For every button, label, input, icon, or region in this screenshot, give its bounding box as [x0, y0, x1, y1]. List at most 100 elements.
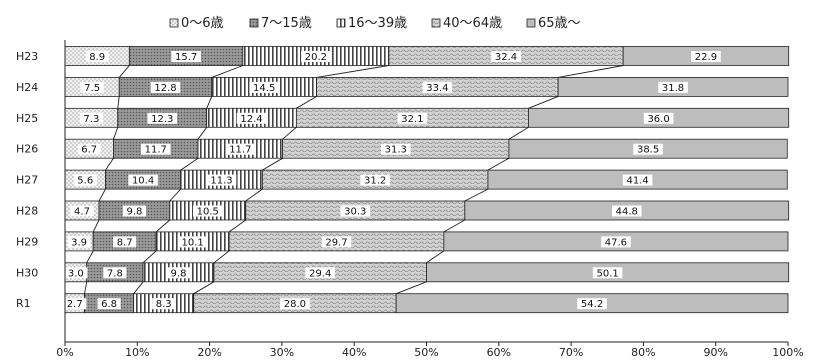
- value-label-bg: [633, 143, 663, 155]
- x-tick-label-3: 30%: [270, 346, 294, 359]
- connector-line: [487, 157, 510, 171]
- value-label-bg: [122, 205, 147, 217]
- connector-line: [155, 219, 171, 233]
- category-label-R1: R1: [16, 297, 31, 310]
- value-label-H27-4: 31.2: [364, 176, 386, 187]
- value-label-bg: [80, 81, 104, 93]
- value-label-bg: [422, 81, 453, 93]
- value-label-bg: [691, 51, 721, 62]
- value-label-bg: [340, 205, 371, 217]
- value-label-H30-4: 29.4: [309, 268, 331, 279]
- value-label-H23-4: 32.4: [495, 52, 517, 63]
- value-label-H30-1: 3.0: [68, 268, 84, 279]
- connector-line: [282, 126, 297, 140]
- x-tick-label-0: 0%: [56, 346, 73, 359]
- value-label-H26-2: 11.7: [145, 145, 167, 156]
- value-label-H24-3: 14.5: [253, 83, 275, 94]
- category-label-H30: H30: [16, 266, 38, 279]
- connector-line: [316, 65, 389, 78]
- value-label-H26-4: 31.3: [385, 145, 407, 156]
- value-label-H23-3: 20.2: [305, 52, 327, 63]
- value-label-H28-2: 9.8: [126, 207, 142, 218]
- value-label-bg: [85, 51, 109, 62]
- value-label-bg: [225, 143, 256, 155]
- value-label-bg: [147, 112, 178, 124]
- value-label-H26-3: 11.7: [229, 145, 251, 156]
- value-label-bg: [280, 298, 310, 310]
- x-tick-label-7: 70%: [559, 346, 583, 359]
- value-label-R1-5: 54.2: [581, 299, 603, 310]
- category-label-H29: H29: [16, 235, 38, 248]
- value-label-bg: [70, 205, 94, 217]
- legend-swatch-3: [336, 18, 346, 28]
- value-label-H30-5: 50.1: [596, 268, 618, 279]
- value-label-H30-3: 9.8: [171, 268, 187, 279]
- value-label-H25-4: 32.1: [401, 114, 423, 125]
- value-label-bg: [397, 112, 428, 124]
- value-label-H23-2: 15.7: [175, 52, 197, 63]
- x-tick-label-4: 40%: [342, 346, 366, 359]
- value-label-H24-2: 12.8: [154, 83, 176, 94]
- connector-line: [228, 219, 247, 233]
- value-label-bg: [171, 51, 201, 62]
- value-label-H28-1: 4.7: [74, 207, 90, 218]
- category-label-H28: H28: [16, 205, 38, 218]
- connector-line: [262, 157, 283, 171]
- value-label-bg: [305, 267, 336, 279]
- value-label-bg: [79, 112, 103, 124]
- value-label-H30-2: 7.8: [107, 268, 123, 279]
- connector-line: [180, 157, 199, 171]
- value-label-H27-2: 10.4: [132, 176, 154, 187]
- value-label-bg: [97, 298, 121, 310]
- value-label-bg: [73, 174, 97, 186]
- value-label-bg: [491, 51, 521, 62]
- x-tick-label-5: 50%: [414, 346, 438, 359]
- legend-label-4: 40～64歳: [443, 16, 502, 31]
- connector-line: [84, 281, 88, 294]
- value-label-bg: [236, 112, 267, 124]
- value-label-H27-1: 5.6: [77, 176, 93, 187]
- value-label-H29-3: 10.1: [181, 237, 203, 248]
- category-label-H27: H27: [16, 174, 38, 187]
- value-label-H25-1: 7.3: [83, 114, 99, 125]
- connector-line: [296, 96, 317, 109]
- value-label-bg: [321, 236, 352, 248]
- x-tick-label-2: 20%: [197, 346, 221, 359]
- value-label-bg: [150, 81, 181, 93]
- value-label-bg: [380, 143, 411, 155]
- value-label-bg: [192, 205, 223, 217]
- connector-line: [193, 281, 215, 295]
- value-label-H25-2: 12.3: [151, 114, 173, 125]
- value-label-bg: [622, 174, 653, 186]
- x-tick-label-8: 80%: [631, 346, 655, 359]
- value-label-H28-4: 30.3: [344, 207, 366, 218]
- value-label-bg: [601, 236, 631, 248]
- legend-swatch-2: [249, 18, 259, 28]
- value-label-H23-5: 22.9: [695, 52, 717, 63]
- connector-line: [113, 127, 119, 140]
- value-label-H27-5: 41.4: [626, 176, 648, 187]
- value-label-bg: [77, 143, 101, 155]
- legend-label-3: 16～39歳: [348, 16, 407, 31]
- value-label-bg: [140, 143, 171, 155]
- value-label-bg: [592, 267, 623, 279]
- connector-line: [206, 96, 213, 109]
- value-label-H26-1: 6.7: [81, 145, 97, 156]
- connector-line: [464, 188, 489, 202]
- category-label-H25: H25: [16, 112, 38, 125]
- connector-line: [245, 188, 263, 202]
- connector-line: [86, 250, 94, 264]
- value-label-H24-4: 33.4: [426, 83, 448, 94]
- value-label-bg: [103, 267, 127, 279]
- value-label-bg: [67, 236, 91, 248]
- value-label-H29-5: 47.6: [605, 237, 627, 248]
- legend-label-2: 7～15歳: [261, 16, 312, 31]
- connector-line: [105, 157, 114, 171]
- value-label-bg: [360, 174, 390, 186]
- legend-swatch-1: [169, 18, 179, 28]
- category-label-H24: H24: [16, 81, 38, 94]
- category-label-H26: H26: [16, 143, 38, 156]
- value-label-bg: [177, 236, 208, 248]
- value-label-bg: [577, 298, 607, 310]
